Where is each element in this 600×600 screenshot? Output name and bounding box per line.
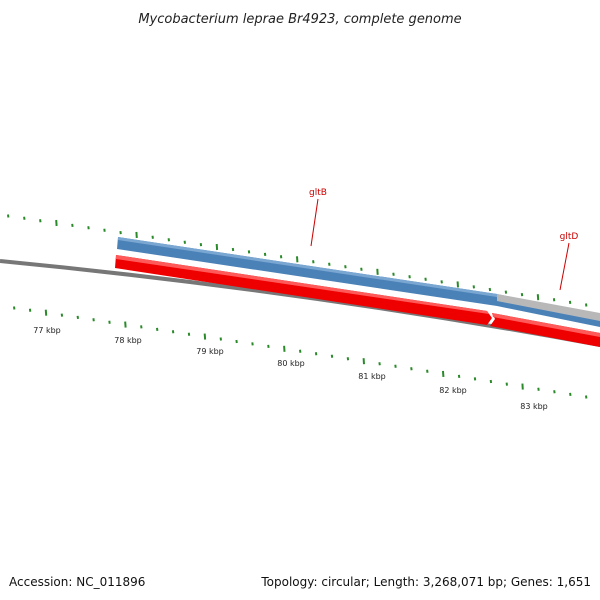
reverse-gene-highlight-2 — [492, 313, 600, 337]
gene-gltB-label[interactable]: gltB — [309, 188, 327, 198]
map-title: Mycobacterium leprae Br4923, complete ge… — [138, 12, 461, 27]
reverse-strand-genes — [115, 255, 600, 347]
gene-other-block[interactable] — [497, 294, 600, 321]
tick-label-83: 83 kbp — [520, 402, 548, 411]
axis-labels: 77 kbp 78 kbp 79 kbp 80 kbp 81 kbp 82 kb… — [33, 326, 548, 411]
gene-gltB-block[interactable] — [117, 237, 497, 306]
reverse-gene-highlight-1 — [116, 255, 489, 314]
forward-strand-genes — [117, 237, 600, 327]
tick-label-77: 77 kbp — [33, 326, 61, 335]
genome-summary-text: Topology: circular; Length: 3,268,071 bp… — [260, 575, 591, 589]
gene-labels: gltB gltD — [309, 188, 579, 291]
gene-gltD-label[interactable]: gltD — [560, 232, 579, 242]
gene-gltD-leader — [559, 242, 570, 291]
gene-gltB-leader — [310, 198, 319, 247]
gene-gltB-highlight — [118, 237, 497, 297]
accession-text: Accession: NC_011896 — [9, 575, 145, 589]
tick-label-80: 80 kbp — [277, 359, 305, 368]
inner-tick-row — [7, 214, 588, 307]
tick-label-79: 79 kbp — [196, 347, 224, 356]
tick-label-82: 82 kbp — [439, 386, 467, 395]
tick-label-81: 81 kbp — [358, 372, 386, 381]
outer-tick-row — [13, 306, 588, 399]
tick-label-78: 78 kbp — [114, 336, 142, 345]
